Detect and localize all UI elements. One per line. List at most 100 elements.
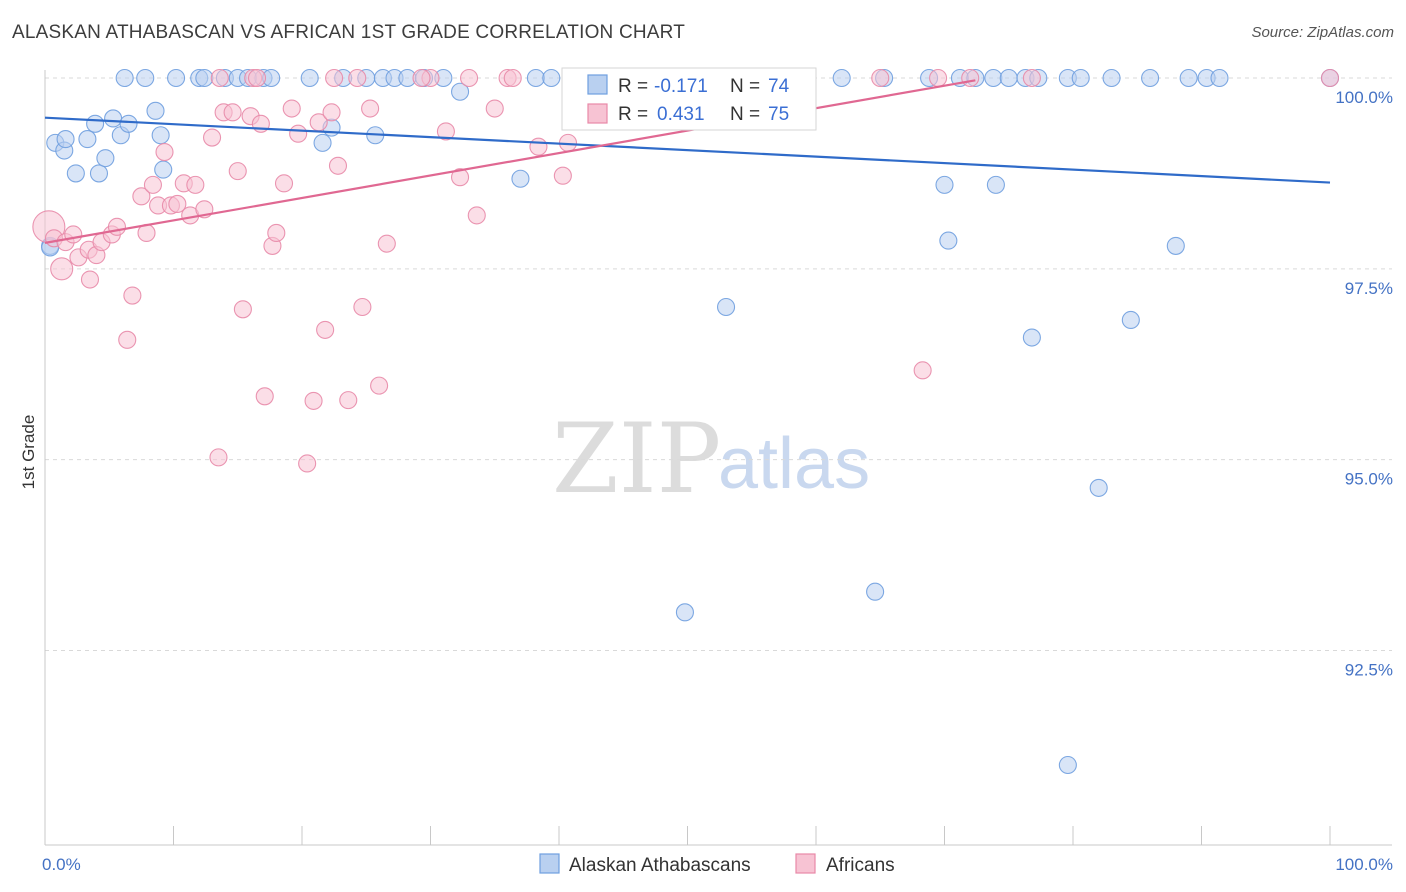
african-point-2 [50, 257, 74, 281]
african-point-68 [871, 68, 890, 88]
stats-r-value-pink: 0.431 [657, 104, 705, 125]
stats-r-label-pink: R = [618, 104, 648, 125]
african-point-66 [459, 68, 479, 88]
athabascan-point-48 [1071, 68, 1090, 88]
african-point-12 [123, 286, 142, 305]
african-point-48 [370, 376, 389, 395]
african-point-42 [316, 320, 335, 339]
stats-legend: R = -0.171 N = 74 R = 0.431 N = 75 [561, 67, 817, 131]
african-point-62 [247, 68, 267, 88]
athabascan-point-3 [56, 130, 75, 149]
african-point-29 [228, 162, 247, 181]
y-tick-label-1: 95.0% [1345, 470, 1393, 489]
african-point-13 [118, 330, 137, 349]
stats-legend-swatch-pink [587, 103, 608, 124]
athabascan-point-50 [1141, 68, 1160, 88]
african-point-33 [255, 387, 274, 406]
stats-r-label-blue: R = [618, 76, 648, 97]
african-point-49 [377, 234, 396, 253]
y-axis-title: 1st Grade [19, 415, 38, 490]
stats-n-value-pink: 75 [768, 104, 789, 125]
african-point-25 [203, 128, 222, 147]
athabascan-point-66 [1121, 310, 1140, 330]
african-point-52 [451, 168, 470, 187]
athabascan-point-69 [675, 603, 694, 622]
african-point-73 [913, 361, 932, 380]
african-point-44 [328, 156, 348, 175]
legend-swatch-alaskan-athabascans [539, 853, 560, 874]
african-point-70 [961, 68, 980, 88]
athabascan-point-8 [96, 149, 115, 168]
stats-n-label-blue: N = [730, 76, 760, 97]
series-legend: Alaskan Athabascans Africans [539, 853, 895, 876]
athabascan-point-15 [115, 68, 134, 88]
african-point-71 [1022, 68, 1041, 88]
athabascan-point-51 [1179, 68, 1198, 88]
african-point-69 [929, 68, 948, 88]
african-point-35 [267, 223, 286, 243]
african-point-65 [412, 68, 431, 88]
african-point-23 [186, 175, 205, 194]
y-tick-labels: 92.5% 95.0% 97.5% 100.0% [1335, 88, 1393, 680]
chart-title: ALASKAN ATHABASCAN VS AFRICAN 1ST GRADE … [12, 22, 686, 43]
trend-lines [44, 79, 1331, 244]
legend-swatch-africans [795, 853, 816, 874]
african-point-7 [80, 270, 100, 289]
axes [44, 70, 1392, 846]
grid-lines [45, 77, 1392, 651]
african-point-4 [64, 225, 83, 244]
athabascan-point-67 [1089, 478, 1108, 497]
african-point-67 [503, 68, 522, 88]
legend-label-africans: Africans [826, 855, 895, 876]
african-point-18 [155, 142, 174, 162]
athabascan-point-19 [195, 68, 214, 88]
x-tick-labels: 0.0% 100.0% [42, 855, 1393, 874]
watermark: ZIP atlas [552, 403, 870, 515]
athabascan-trend-line [44, 116, 1331, 184]
y-tick-label-2: 97.5% [1345, 279, 1393, 298]
y-tick-label-3: 100.0% [1335, 88, 1393, 107]
athabascan-point-40 [832, 68, 851, 88]
athabascan-point-58 [451, 82, 470, 101]
african-point-63 [325, 68, 344, 88]
african-trend-line [44, 79, 976, 244]
african-point-54 [485, 99, 504, 118]
legend-label-alaskan-athabascans: Alaskan Athabascans [569, 855, 751, 876]
african-point-60 [210, 68, 229, 88]
african-point-28 [223, 103, 242, 122]
african-point-26 [209, 448, 228, 467]
athabascan-point-59 [511, 169, 530, 188]
y-tick-label-0: 92.5% [1345, 661, 1393, 680]
stats-n-value-blue: 74 [768, 76, 790, 97]
athabascan-point-68 [866, 582, 885, 601]
african-point-37 [282, 99, 301, 118]
athabascan-point-16 [136, 68, 155, 88]
athabascan-point-65 [716, 297, 736, 317]
athabascan-point-4 [66, 164, 85, 183]
athabascan-point-64 [1166, 236, 1185, 255]
stats-r-value-blue: -0.171 [654, 76, 708, 97]
athabascan-point-55 [313, 133, 332, 152]
athabascan-point-62 [939, 231, 958, 250]
african-point-43 [322, 103, 341, 122]
athabascan-point-17 [167, 68, 186, 88]
stats-legend-swatch-blue [587, 74, 608, 95]
athabascan-point-53 [1210, 68, 1229, 88]
athabascan-point-25 [300, 68, 319, 88]
athabascan-point-7 [89, 164, 109, 183]
african-point-39 [298, 454, 317, 473]
african-point-64 [348, 68, 367, 88]
african-point-45 [339, 391, 358, 410]
athabascan-point-49 [1102, 68, 1121, 88]
athabascan-point-34 [542, 68, 561, 88]
african-point-47 [361, 99, 380, 118]
athabascan-point-11 [119, 114, 138, 133]
watermark-atlas: atlas [718, 424, 870, 504]
athabascan-point-33 [526, 68, 545, 88]
athabascan-point-60 [935, 175, 954, 194]
african-point-53 [467, 206, 486, 225]
athabascan-point-70 [1058, 755, 1077, 775]
african-point-38 [289, 124, 308, 143]
athabascan-point-63 [1022, 328, 1041, 347]
